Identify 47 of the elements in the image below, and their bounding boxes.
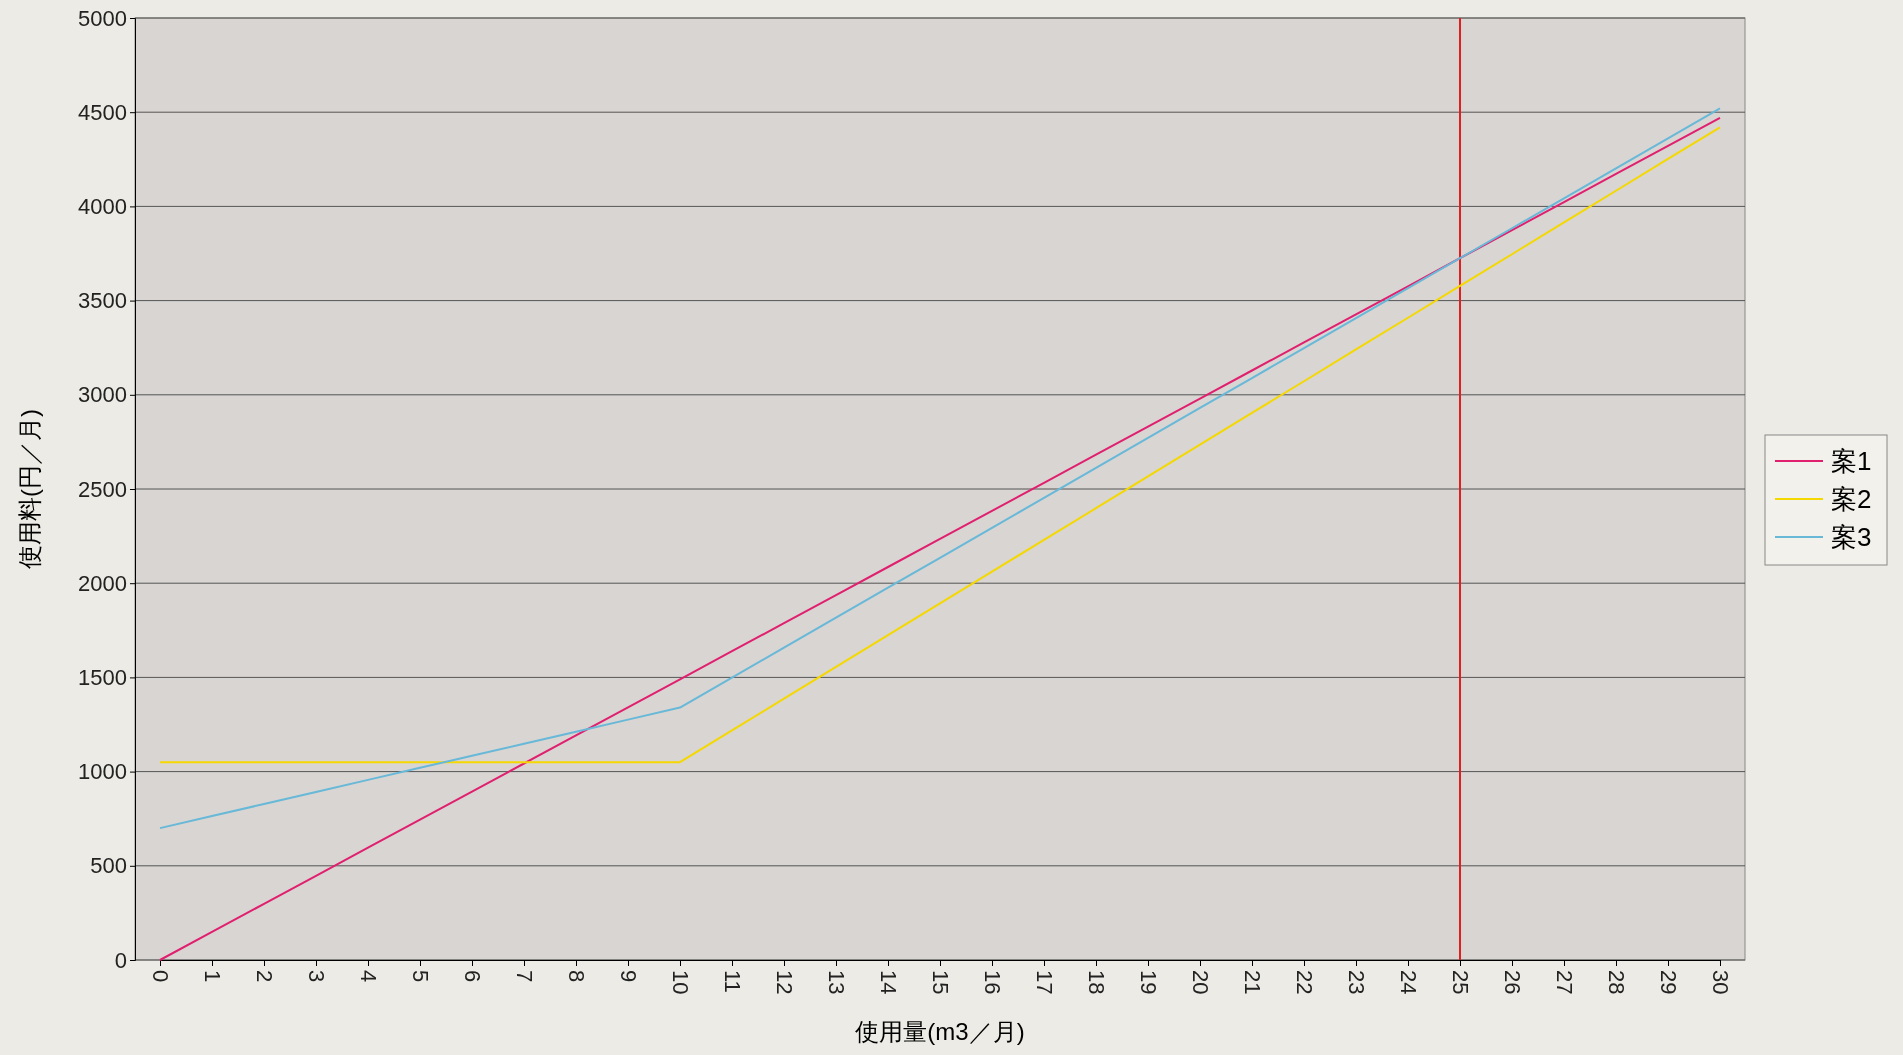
legend-label: 案3 [1831, 522, 1872, 553]
x-tick-label: 6 [459, 970, 485, 983]
y-tick-label: 4500 [78, 99, 127, 125]
y-tick-label: 5000 [78, 5, 127, 31]
x-tick-label: 3 [303, 970, 329, 983]
x-tick-label: 7 [511, 970, 537, 983]
x-tick-label: 24 [1395, 970, 1421, 995]
x-tick-label: 30 [1707, 970, 1733, 995]
x-tick-label: 27 [1551, 970, 1577, 995]
x-tick-label: 13 [823, 970, 849, 995]
y-tick-label: 2500 [78, 476, 127, 502]
legend-label: 案2 [1831, 484, 1872, 515]
legend-label: 案1 [1831, 446, 1872, 477]
x-axis-title: 使用量(m3／月) [855, 1018, 1025, 1045]
x-tick-label: 15 [927, 970, 953, 995]
y-tick-label: 3500 [78, 288, 127, 314]
y-tick-label: 500 [90, 853, 127, 879]
x-tick-label: 2 [251, 970, 277, 983]
x-tick-label: 0 [147, 970, 173, 983]
line-series [159, 116, 1721, 961]
x-tick-label: 5 [407, 970, 433, 983]
x-tick-label: 21 [1239, 970, 1265, 995]
x-tick-label: 19 [1135, 970, 1161, 995]
y-tick-label: 1000 [78, 759, 127, 785]
x-tick-label: 25 [1447, 970, 1473, 995]
x-tick-label: 17 [1031, 970, 1057, 995]
x-tick-label: 11 [719, 970, 745, 993]
x-tick-label: 9 [615, 970, 641, 983]
x-tick-label: 23 [1343, 970, 1369, 995]
x-tick-label: 28 [1603, 970, 1629, 995]
y-tick-label: 1500 [78, 664, 127, 690]
y-tick-label: 2000 [78, 570, 127, 596]
y-axis-title: 使用料(円／月) [16, 409, 43, 569]
x-tick-label: 4 [355, 970, 381, 983]
x-tick-label: 12 [771, 970, 797, 995]
x-tick-label: 1 [199, 970, 225, 983]
x-tick-label: 20 [1187, 970, 1213, 995]
x-tick-label: 29 [1655, 970, 1681, 995]
y-tick-label: 3000 [78, 382, 127, 408]
x-tick-label: 16 [979, 970, 1005, 995]
x-tick-label: 22 [1291, 970, 1317, 995]
x-tick-label: 10 [667, 970, 693, 995]
x-tick-label: 14 [875, 970, 901, 995]
x-tick-label: 18 [1083, 970, 1109, 995]
x-tick-label: 8 [563, 970, 589, 983]
x-tick-label: 26 [1499, 970, 1525, 995]
y-tick-label: 4000 [78, 193, 127, 219]
